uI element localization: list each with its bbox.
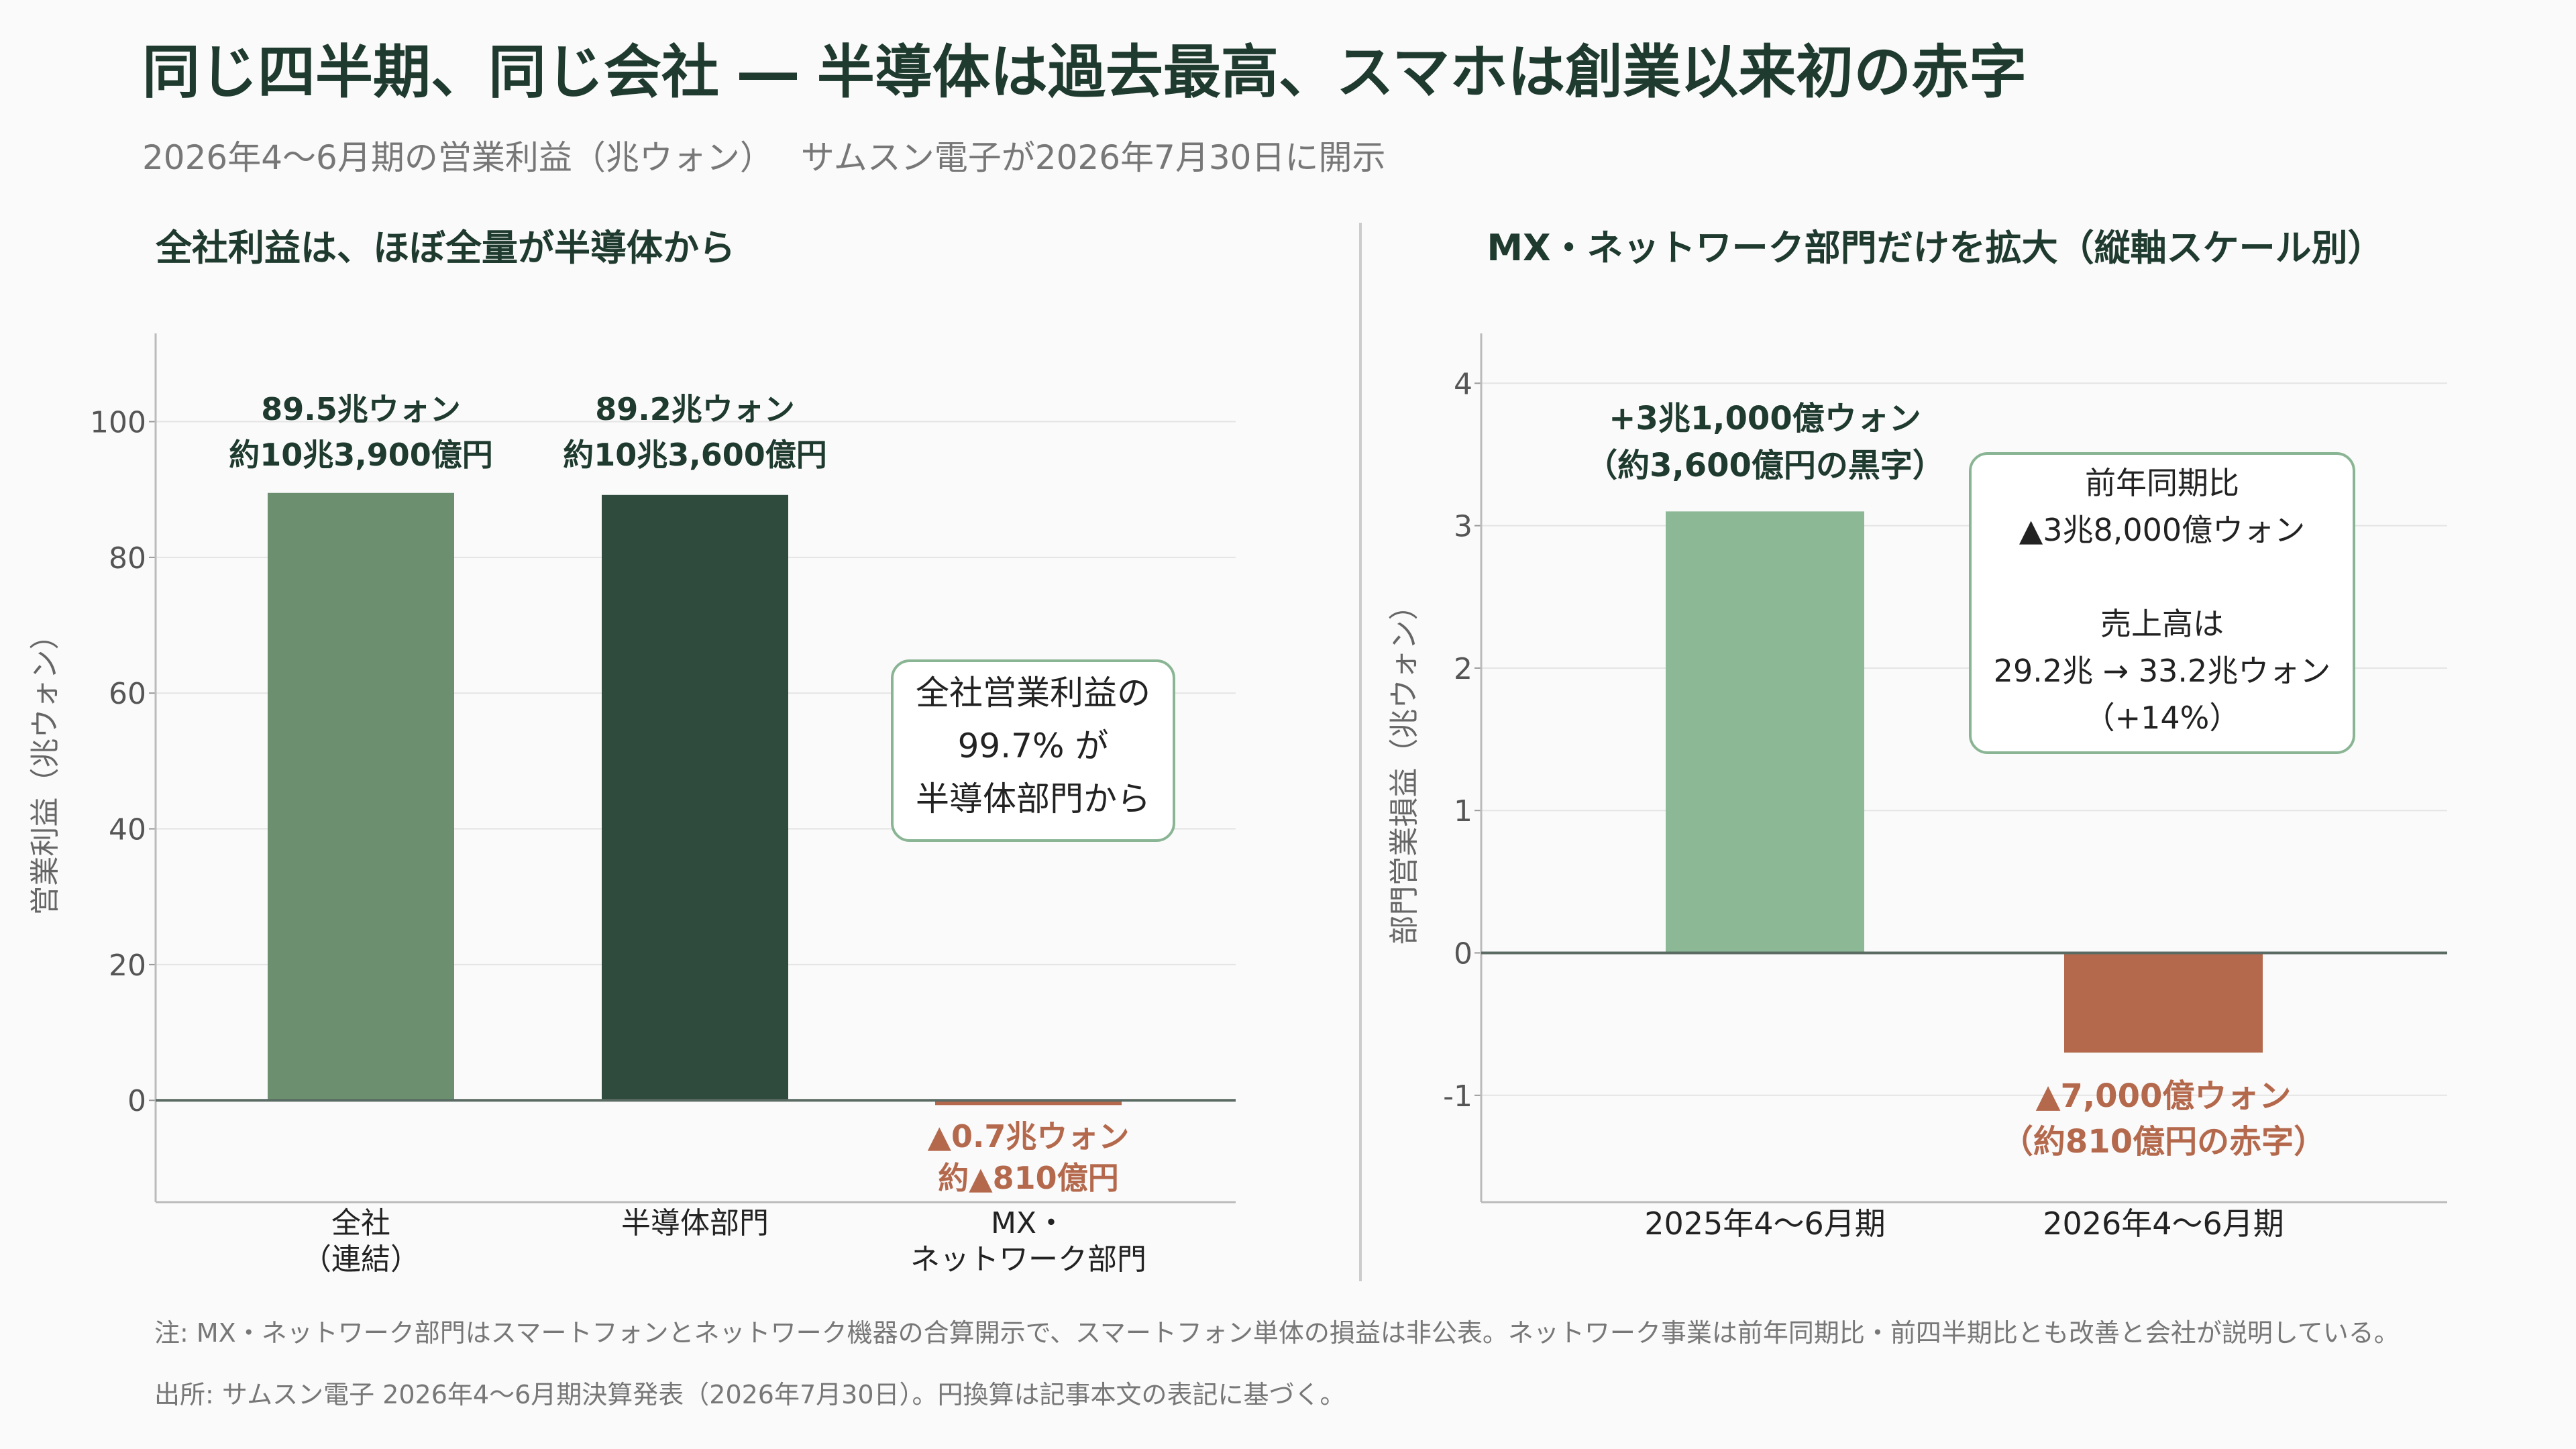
y-tick-label: -1 (1443, 1079, 1472, 1114)
category-label: 2026年4〜6月期 (2043, 1205, 2284, 1242)
y-tick-label: 40 (109, 813, 146, 847)
left-panel-heading: 全社利益は、ほぼ全量が半導体から (155, 227, 735, 269)
data-label: 89.2兆ウォン (595, 391, 795, 427)
bar (1666, 511, 1864, 953)
footnote-source: 出所: サムスン電子 2026年4〜6月期決算発表（2026年7月30日）。円換… (154, 1380, 1346, 1409)
data-label: +3兆1,000億ウォン (1609, 400, 1921, 437)
right-callout-text: 前年同期比 (2085, 465, 2239, 501)
right-callout-text: 29.2兆 → 33.2兆ウォン (1994, 653, 2331, 689)
right-callout-box (1969, 452, 2355, 754)
data-label: ▲0.7兆ウォン (928, 1118, 1130, 1155)
data-label: 約▲810億円 (938, 1160, 1118, 1196)
data-label: 約10兆3,600億円 (563, 437, 827, 473)
bar (602, 494, 788, 1101)
y-tick-label: 0 (127, 1084, 146, 1118)
left-callout-box (891, 659, 1175, 842)
y-tick-label: 100 (90, 406, 146, 440)
data-label: （約810億円の赤字） (2001, 1123, 2326, 1161)
category-label: 全社 (331, 1206, 390, 1240)
right-callout-text: （+14%） (2084, 700, 2241, 736)
y-axis-title: 部門営業損益（兆ウォン） (1387, 591, 1421, 945)
data-label: 89.5兆ウォン (261, 391, 461, 427)
bar (935, 1100, 1122, 1106)
y-tick-label: 1 (1454, 794, 1472, 828)
y-tick-label: 4 (1454, 367, 1472, 401)
y-tick-label: 0 (1454, 936, 1472, 971)
footnote-note: 注: MX・ネットワーク部門はスマートフォンとネットワーク機器の合算開示で、スマ… (154, 1318, 2400, 1348)
y-tick-label: 3 (1454, 510, 1472, 544)
left-callout-text: 全社営業利益の (916, 674, 1150, 712)
right-callout-text: ▲3兆8,000億ウォン (2019, 512, 2305, 548)
bar (2064, 953, 2263, 1053)
data-label: （約3,600億円の黒字） (1585, 447, 1945, 484)
category-label: 2025年4〜6月期 (1644, 1205, 1886, 1242)
category-label: 半導体部門 (621, 1206, 769, 1240)
y-tick-label: 80 (109, 541, 146, 576)
bar (268, 492, 454, 1101)
y-tick-label: 20 (109, 949, 146, 983)
data-label: ▲7,000億ウォン (2036, 1077, 2292, 1115)
left-callout-text: 99.7% が (958, 727, 1109, 765)
y-tick-label: 2 (1454, 652, 1472, 686)
category-label: ネットワーク部門 (910, 1242, 1146, 1277)
y-axis-title: 営業利益（兆ウォン） (28, 621, 62, 916)
right-callout-text: 売上高は (2100, 606, 2224, 642)
category-label: （連結） (302, 1242, 420, 1277)
data-label: 約10兆3,900億円 (229, 437, 493, 473)
page-subtitle: 2026年4〜6月期の営業利益（兆ウォン） サムスン電子が2026年7月30日に… (142, 138, 1385, 177)
y-tick-label: 60 (109, 677, 146, 711)
right-panel-heading: MX・ネットワーク部門だけを拡大（縦軸スケール別） (1487, 227, 2383, 269)
left-callout-text: 半導体部門から (916, 780, 1150, 818)
page-title: 同じ四半期、同じ会社 ― 半導体は過去最高、スマホは創業以来初の赤字 (142, 39, 2027, 106)
category-label: MX・ (991, 1206, 1066, 1240)
